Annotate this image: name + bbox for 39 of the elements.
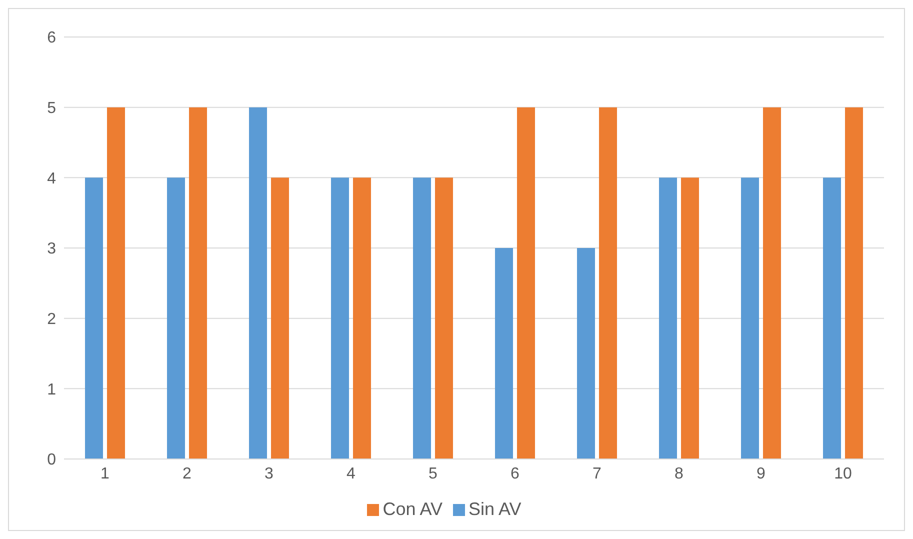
bar <box>599 107 617 459</box>
x-tick-label: 7 <box>592 465 602 482</box>
bar <box>577 248 595 459</box>
bar <box>659 178 677 459</box>
bar <box>495 248 513 459</box>
y-tick-label: 3 <box>47 240 56 258</box>
x-tick-label: 9 <box>756 465 766 482</box>
bar <box>107 107 125 459</box>
bar <box>517 107 535 459</box>
bar <box>413 178 431 459</box>
x-tick-label: 6 <box>510 465 520 482</box>
bar <box>845 107 863 459</box>
y-tick-label: 2 <box>47 311 56 328</box>
bar <box>271 178 289 459</box>
x-tick-label: 10 <box>834 465 852 482</box>
y-tick-label: 1 <box>47 381 56 398</box>
x-tick-label: 4 <box>346 465 356 482</box>
y-tick-label: 4 <box>47 170 56 188</box>
bar <box>353 178 371 459</box>
x-tick-label: 5 <box>428 465 438 482</box>
x-tick-label: 2 <box>182 465 192 482</box>
y-tick-label: 0 <box>47 452 56 469</box>
x-tick-label: 8 <box>674 465 684 482</box>
bar <box>681 178 699 459</box>
y-tick-label: 6 <box>47 30 56 47</box>
bar <box>331 178 349 459</box>
bar <box>85 178 103 459</box>
y-tick-label: 5 <box>47 100 56 118</box>
bar <box>189 107 207 459</box>
bar <box>167 178 185 459</box>
bar <box>249 107 267 459</box>
bar <box>741 178 759 459</box>
bar <box>435 178 453 459</box>
legend-label: Con AV <box>382 499 442 519</box>
x-tick-label: 1 <box>100 465 110 482</box>
bar <box>763 107 781 459</box>
x-tick-label: 3 <box>264 465 274 482</box>
bar <box>823 178 841 459</box>
legend-label: Sin AV <box>468 499 522 519</box>
